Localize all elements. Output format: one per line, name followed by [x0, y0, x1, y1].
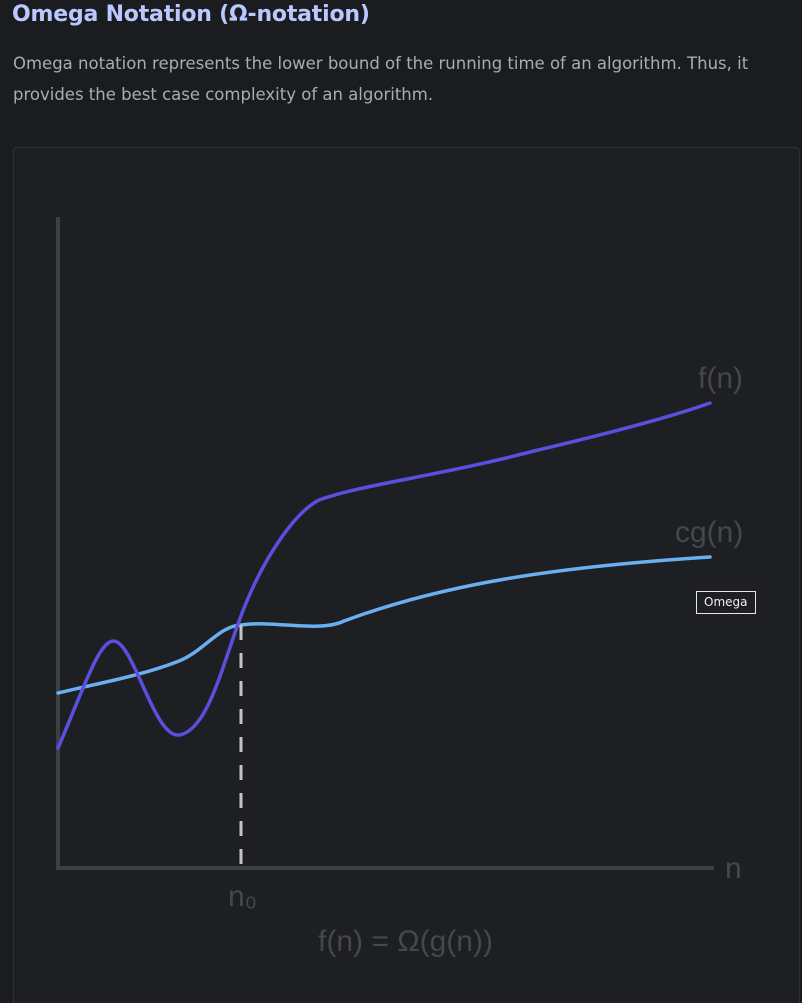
- formula-label: f(n) = Ω(g(n)): [318, 925, 493, 958]
- f-curve-label: f(n): [698, 362, 743, 395]
- omega-diagram: f(n) cg(n) n n₀ f(n) = Ω(g(n)) Omega: [13, 147, 800, 1003]
- page-title: Omega Notation (Ω-notation): [12, 2, 370, 27]
- f-curve: [56, 401, 712, 750]
- tooltip: Omega: [696, 591, 756, 614]
- cg-curve: [56, 555, 712, 695]
- x-axis-label: n: [725, 852, 742, 885]
- omega-graph: f(n) cg(n) n n₀ f(n) = Ω(g(n)): [56, 217, 743, 958]
- threshold-label: n₀: [228, 880, 257, 913]
- cg-curve-label: cg(n): [675, 516, 743, 549]
- page-description: Omega notation represents the lower boun…: [13, 54, 749, 104]
